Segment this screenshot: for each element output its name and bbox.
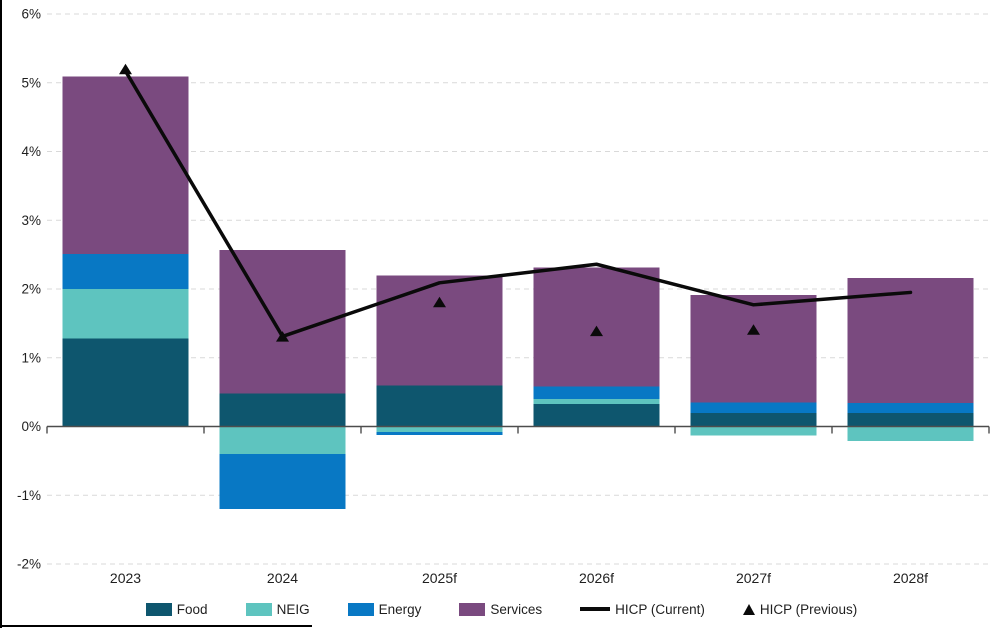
bar-segment-food-2023 xyxy=(62,338,189,427)
y-tick-label: -2% xyxy=(17,557,41,572)
legend-label-hicp-current: HICP (Current) xyxy=(615,601,705,617)
legend-label-services: Services xyxy=(490,601,543,617)
bar-segment-food-2026f xyxy=(533,403,660,427)
x-tick-label: 2027f xyxy=(736,570,771,586)
gridlines xyxy=(47,13,989,565)
x-tick-label: 2026f xyxy=(579,570,614,586)
legend-item-neig: NEIG xyxy=(245,601,310,617)
legend-item-services: Services xyxy=(459,602,542,617)
bar-segment-food-2028f xyxy=(847,412,974,427)
y-tick-label: 1% xyxy=(21,350,41,365)
bar-segment-services-2023 xyxy=(62,76,189,254)
chart-legend: Food NEIG Energy Services HICP (Current)… xyxy=(0,598,1003,620)
bar-segment-food-2024 xyxy=(219,393,346,427)
bar-segment-energy-2028f xyxy=(847,403,974,413)
hicp-previous-triangle-2025f xyxy=(433,296,446,308)
bar-segment-energy-2023 xyxy=(62,253,189,289)
food-swatch-icon xyxy=(145,602,172,616)
legend-item-hicp-current: HICP (Current) xyxy=(580,602,705,617)
x-tick-label: 2023 xyxy=(110,570,141,586)
bar-segment-energy-2027f xyxy=(690,402,817,413)
bar-segment-energy-2026f xyxy=(533,386,660,399)
bar-segment-neig-2028f xyxy=(847,426,974,441)
hicp-previous-triangle-2023 xyxy=(119,63,132,75)
legend-label-hicp-previous: HICP (Previous) xyxy=(759,601,858,617)
window-border-left xyxy=(0,0,2,628)
y-tick-label: 2% xyxy=(21,282,41,297)
y-tick-label: 3% xyxy=(21,213,41,228)
bar-segment-neig-2026f xyxy=(533,399,660,404)
legend-label-food: Food xyxy=(176,601,208,617)
bar-segment-services-2027f xyxy=(690,295,817,403)
bar-segment-energy-2024 xyxy=(219,454,346,509)
legend-item-food: Food xyxy=(145,601,208,617)
bar-segment-neig-2023 xyxy=(62,289,189,339)
bar-segment-energy-2025f xyxy=(376,432,503,435)
bar-segment-services-2025f xyxy=(376,275,503,386)
triangle-swatch-icon xyxy=(742,603,755,615)
energy-swatch-icon xyxy=(347,602,374,616)
hicp-previous-triangle-2027f xyxy=(747,324,760,335)
x-tick-label: 2024 xyxy=(267,570,298,586)
services-swatch-icon xyxy=(459,602,486,616)
bar-segment-neig-2027f xyxy=(690,426,817,436)
bar-segment-food-2027f xyxy=(690,412,817,427)
legend-item-energy: Energy xyxy=(347,601,422,617)
legend-label-energy: Energy xyxy=(378,601,422,617)
x-axis xyxy=(46,425,990,434)
hicp-previous-markers xyxy=(119,63,760,342)
neig-swatch-icon xyxy=(245,602,272,616)
legend-label-neig: NEIG xyxy=(276,601,310,617)
hicp-previous-triangle-2026f xyxy=(590,325,603,337)
legend-item-hicp-previous: HICP (Previous) xyxy=(742,601,858,617)
x-tick-label: 2028f xyxy=(893,570,928,586)
y-tick-label: 0% xyxy=(21,419,41,434)
bar-segment-services-2028f xyxy=(847,278,974,404)
x-axis-labels: 2023 2024 2025f 2026f 2027f 2028f xyxy=(110,570,928,586)
hicp-current-line xyxy=(123,69,913,339)
x-tick-label: 2025f xyxy=(422,570,457,586)
bar-segment-neig-2024 xyxy=(219,426,346,454)
hicp-previous-triangle-2024 xyxy=(276,331,289,342)
line-swatch-icon xyxy=(580,607,611,611)
y-tick-label: 4% xyxy=(21,144,41,159)
window-border-bottom xyxy=(0,625,312,627)
stacked-bars xyxy=(62,76,974,509)
y-axis-labels: 6% 5% 4% 3% 2% 1% 0% -1% -2% xyxy=(17,7,41,572)
bar-segment-food-2025f xyxy=(376,385,503,427)
y-tick-label: -1% xyxy=(17,488,41,503)
bar-segment-neig-2025f xyxy=(376,426,503,432)
y-tick-label: 5% xyxy=(21,75,41,90)
y-tick-label: 6% xyxy=(21,7,41,22)
